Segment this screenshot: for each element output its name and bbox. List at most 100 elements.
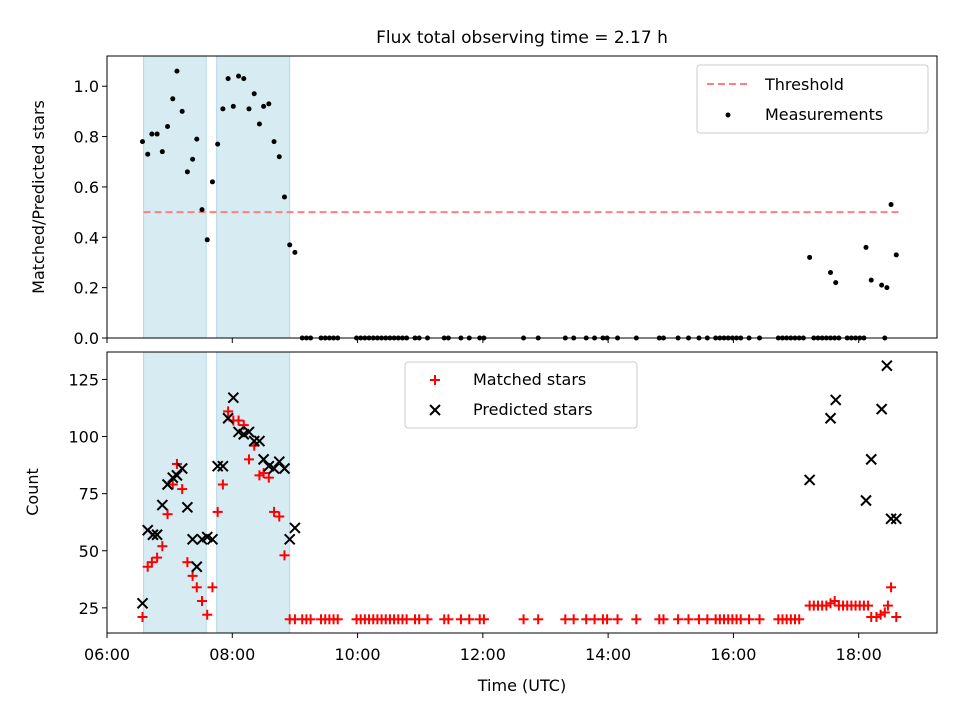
predicted-star-point	[248, 435, 260, 447]
matched-star-point	[658, 614, 669, 625]
measurement-point	[154, 131, 160, 137]
predicted-star-point	[278, 462, 291, 475]
predicted-star-point	[186, 533, 199, 546]
legend-matched-swatch	[430, 375, 440, 385]
legend-predicted-label: Predicted stars	[473, 400, 593, 419]
predicted-star-point	[830, 394, 842, 406]
predicted-star-point	[283, 533, 296, 546]
matched-star-point	[735, 614, 746, 625]
bottom-y-tick-label: 50	[79, 542, 99, 561]
matched-star-point	[744, 614, 755, 625]
bottom-y-tick-label: 25	[79, 599, 99, 618]
measurement-point	[828, 270, 834, 276]
legend-predicted-marker	[429, 404, 441, 416]
predicted-star-point	[227, 391, 240, 404]
matched-stars-series	[137, 406, 902, 625]
measurement-point	[281, 194, 287, 200]
matched-star-point	[223, 406, 234, 417]
matched-star-point	[581, 614, 592, 625]
measurement-point	[807, 254, 813, 260]
matched-star-point	[602, 614, 613, 625]
matched-star-point	[533, 614, 544, 625]
predicted-star-point	[217, 460, 229, 472]
measurement-point	[174, 68, 180, 74]
matched-star-point	[518, 614, 529, 625]
matched-star-point	[863, 600, 874, 611]
measurement-point	[292, 249, 298, 255]
x-tick-label: 12:00	[460, 645, 506, 664]
x-tick-label: 18:00	[836, 645, 882, 664]
predicted-star-point	[257, 453, 270, 466]
legend-threshold-label: Threshold	[764, 75, 844, 94]
top-y-ticks: 0.0 0.2 0.4 0.6 0.8 1.0	[74, 77, 107, 348]
measurement-point	[194, 136, 200, 142]
predicted-star-point	[191, 561, 203, 573]
measurement-point	[893, 252, 899, 258]
top-panel: 0.0 0.2 0.4 0.6 0.8 1.0 Matched/Predicted sta…	[29, 55, 938, 348]
predicted-stars-series	[136, 360, 902, 610]
measurement-point	[225, 76, 231, 82]
matched-star-point	[162, 509, 173, 520]
top-y-tick-label: 1.0	[74, 77, 99, 96]
top-y-axis-label: Matched/Predicted stars	[29, 100, 48, 294]
matched-star-point	[332, 614, 343, 625]
bottom-panel: 25 50 75 100 125 06:00 08:00 10:00 12:00 14:00 16…	[23, 351, 938, 695]
matched-star-point	[187, 570, 198, 581]
matched-star-point	[157, 541, 168, 552]
legend-matched-marker	[430, 375, 440, 385]
x-tick-label: 10:00	[335, 645, 381, 664]
bottom-shaded-region	[143, 351, 207, 634]
measurement-point	[139, 139, 145, 145]
predicted-star-point	[860, 494, 872, 507]
measurement-point	[868, 277, 874, 283]
predicted-star-point	[881, 360, 893, 372]
predicted-star-point	[875, 403, 888, 415]
matched-star-point	[693, 614, 704, 625]
top-y-tick-label: 0.4	[74, 228, 99, 247]
matched-star-point	[191, 582, 202, 593]
measurement-point	[199, 207, 205, 213]
measurement-point	[236, 73, 242, 79]
matched-star-point	[702, 614, 713, 625]
matched-star-point	[269, 506, 280, 517]
matched-star-point	[305, 614, 316, 625]
matched-star-point	[891, 612, 902, 623]
matched-star-point	[137, 612, 148, 623]
measurement-point	[863, 244, 869, 250]
measurements-series	[139, 68, 899, 341]
predicted-star-point	[865, 453, 877, 466]
matched-star-point	[464, 614, 475, 625]
measurement-point	[220, 106, 226, 112]
matched-star-point	[794, 614, 805, 625]
measurement-point	[230, 103, 236, 109]
bottom-y-axis-label: Count	[23, 468, 42, 516]
top-shaded-region	[216, 55, 291, 339]
matched-star-point	[589, 614, 600, 625]
measurement-point	[241, 76, 247, 82]
measurement-point	[184, 169, 190, 175]
legend-measurements-label: Measurements	[765, 105, 883, 124]
top-x-ticks	[106, 338, 860, 343]
matched-star-point	[182, 557, 193, 568]
predicted-star-point	[211, 460, 224, 472]
top-y-tick-label: 0.0	[74, 329, 99, 348]
matched-star-point	[612, 614, 623, 625]
top-shaded-region	[143, 55, 207, 339]
matched-star-point	[152, 552, 163, 563]
legend-matched-label: Matched stars	[473, 370, 586, 389]
predicted-star-point	[243, 426, 255, 438]
top-y-tick-label: 0.6	[74, 178, 99, 197]
matched-star-point	[568, 614, 579, 625]
matched-star-point	[243, 454, 254, 465]
chart-title: Flux total observing time = 2.17 h	[376, 28, 668, 48]
matched-star-point	[238, 420, 249, 431]
matched-star-point	[673, 614, 684, 625]
matched-star-point	[683, 614, 694, 625]
predicted-star-point	[268, 462, 280, 475]
matched-star-point	[886, 582, 897, 593]
predicted-star-point	[253, 435, 266, 447]
predicted-star-point	[181, 501, 194, 514]
predicted-star-point	[171, 469, 183, 482]
matched-star-point	[146, 557, 157, 568]
